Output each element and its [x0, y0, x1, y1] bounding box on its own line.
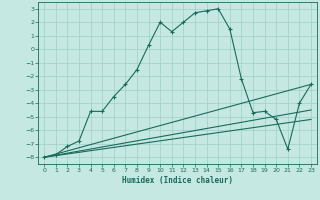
X-axis label: Humidex (Indice chaleur): Humidex (Indice chaleur)	[122, 176, 233, 185]
